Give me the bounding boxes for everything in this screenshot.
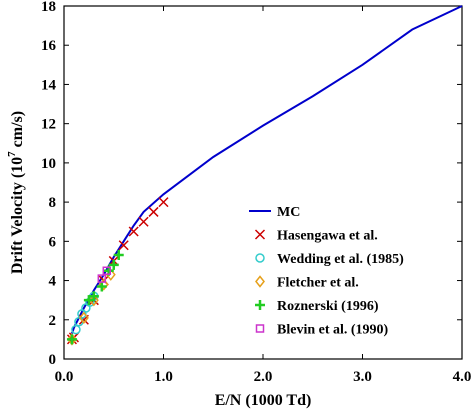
y-tick-label: 0 <box>49 352 57 368</box>
legend-marker-x <box>254 229 266 240</box>
y-tick-label: 16 <box>41 38 57 54</box>
legend-label: Blevin et al. (1990) <box>277 323 389 338</box>
legend-marker-circle <box>255 253 265 263</box>
y-tick-labels: 0 2 4 6 8 10 12 14 16 18 <box>41 0 57 368</box>
legend-marker-plus <box>255 300 265 310</box>
legend-label: Fletcher et al. <box>277 276 359 291</box>
x-axis-title: E/N (1000 Td) <box>215 392 312 409</box>
y-tick-label: 6 <box>49 234 57 250</box>
data-point-x <box>118 240 129 251</box>
data-point-plus <box>113 250 124 261</box>
data-point-circle <box>71 324 81 335</box>
data-point-diamond <box>66 333 77 346</box>
legend: MC Hasengawa et al. Wedding et al. (1985) F… <box>249 205 404 338</box>
series-0 <box>71 5 463 334</box>
legend-label: Roznerski (1996) <box>277 299 379 314</box>
data-point-plus <box>96 281 107 292</box>
data-point-x <box>138 216 149 227</box>
data-series <box>66 5 463 346</box>
legend-item: Fletcher et al. <box>255 275 359 291</box>
y-tick-label: 12 <box>41 117 56 133</box>
data-point-plus <box>88 291 99 302</box>
y-axis-title-main: Drift Velocity (10 <box>9 157 26 274</box>
data-point-diamond <box>88 293 99 307</box>
legend-item: MC <box>249 205 300 220</box>
y-tick-label: 10 <box>41 156 56 172</box>
y-axis-title-superscript: 7 <box>6 151 18 157</box>
x-tick-label: 3.0 <box>353 369 372 385</box>
y-tick-label: 18 <box>41 0 56 15</box>
x-tick-label: 1.0 <box>154 369 173 385</box>
x-tick-label: 2.0 <box>254 369 273 385</box>
y-tick-label: 8 <box>49 195 57 211</box>
data-point-square <box>102 266 112 275</box>
legend-item: Wedding et al. (1985) <box>255 252 404 267</box>
legend-label: MC <box>277 205 300 220</box>
legend-label: Wedding et al. (1985) <box>277 252 404 267</box>
data-point-x <box>148 206 159 217</box>
y-tick-label: 14 <box>41 77 57 93</box>
x-tick-label: 4.0 <box>453 369 472 385</box>
data-point-diamond <box>78 311 89 325</box>
mc-curve <box>71 5 463 334</box>
data-point-plus <box>108 259 119 270</box>
legend-item: Roznerski (1996) <box>255 299 379 314</box>
series-5 <box>97 266 112 283</box>
data-point-plus <box>66 334 77 345</box>
y-tick-label: 2 <box>49 313 57 329</box>
data-point-x <box>158 197 169 208</box>
legend-item: Blevin et al. (1990) <box>255 323 389 338</box>
legend-item: Hasengawa et al. <box>254 229 378 244</box>
series-4 <box>66 250 124 345</box>
y-axis-title-tail: cm/s) <box>9 111 26 151</box>
data-point-square <box>97 274 107 283</box>
legend-label: Hasengawa et al. <box>277 229 378 244</box>
legend-marker-diamond <box>255 275 265 288</box>
tick-marks <box>63 5 463 360</box>
y-tick-label: 4 <box>49 274 57 290</box>
y-axis-title: Drift Velocity (107 cm/s) <box>6 111 26 274</box>
x-tick-label: 0.0 <box>55 369 74 385</box>
legend-marker-square <box>255 324 265 333</box>
x-tick-labels: 0.0 1.0 2.0 3.0 4.0 <box>55 369 472 385</box>
data-point-x <box>128 226 139 237</box>
